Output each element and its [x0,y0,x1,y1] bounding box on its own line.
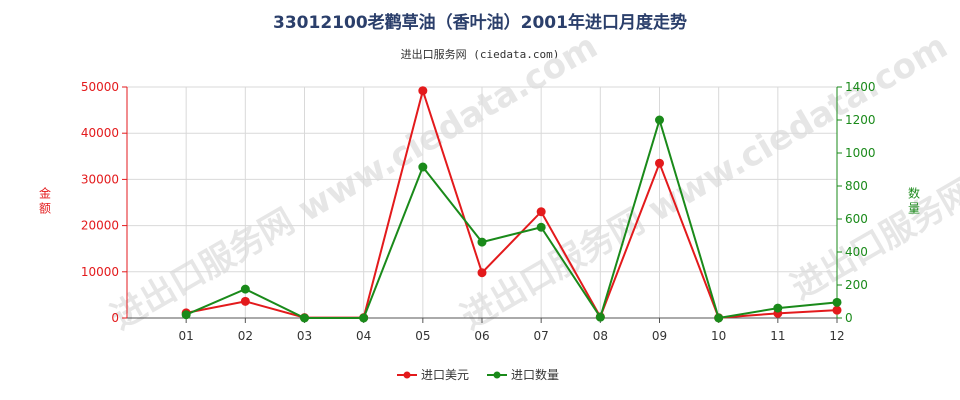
series-2-point [359,313,369,323]
series-2-point [300,313,309,323]
x-tick-label: 01 [179,329,194,343]
legend: 进口美元 进口数量 [397,367,559,382]
series-2-point [655,115,664,125]
series-1-point [418,86,428,96]
series-1-point [477,268,487,278]
x-tick-label: 02 [238,329,253,343]
right-tick-label: 600 [845,212,868,226]
x-tick-label: 12 [829,329,844,343]
series-2-point [477,237,487,247]
chart-title: 33012100老鹳草油（香叶油）2001年进口月度走势 [273,13,687,33]
right-axis-title: 数量 [908,186,920,216]
right-tick-label: 0 [845,311,853,325]
x-tick-label: 08 [593,329,608,343]
right-tick-label: 800 [845,179,868,193]
x-tick-label: 03 [297,329,312,343]
grid-layer [126,86,838,319]
left-tick-label: 20000 [81,219,119,233]
left-tick-label: 0 [111,311,119,325]
series-1-point [655,158,664,168]
series-1-point [536,207,546,217]
x-tick-label: 07 [534,329,549,343]
x-tick-label: 09 [652,329,667,343]
left-axis-title: 金额 [39,186,51,216]
series-2-point [418,162,428,172]
series-1-point [240,296,250,306]
series-2-point [181,310,191,320]
series-2-point [536,222,546,232]
series-2-point [714,313,724,323]
x-tick-label: 10 [711,329,726,343]
left-tick-label: 40000 [81,126,119,140]
series-2-point [240,284,250,294]
legend-label: 进口美元 [421,368,469,382]
x-tick-label: 05 [415,329,430,343]
left-tick-label: 30000 [81,172,119,186]
series-1-point [832,305,842,315]
right-tick-label: 400 [845,245,868,259]
series-2-point [595,312,605,322]
legend-marker [493,371,501,379]
series-layer [181,86,842,323]
x-tick-label: 06 [474,329,489,343]
right-tick-label: 200 [845,278,868,292]
legend-label: 进口数量 [511,367,559,382]
series-2-point [832,297,842,307]
legend-marker [403,371,411,379]
right-tick-label: 1400 [845,80,876,94]
right-tick-label: 1000 [845,146,876,160]
right-tick-label: 1200 [845,113,876,127]
left-tick-label: 50000 [81,80,119,94]
left-tick-label: 10000 [81,265,119,279]
axes-layer: 0 10000 20000 30000 40000 50000 0 200 400 600 800 1… [39,80,920,343]
series-2-point [773,303,783,313]
x-tick-label: 04 [356,329,371,343]
x-tick-label: 11 [770,329,785,343]
series-line-2 [185,116,838,320]
chart-subtitle: 进出口服务网 (ciedata.com) [400,48,560,61]
